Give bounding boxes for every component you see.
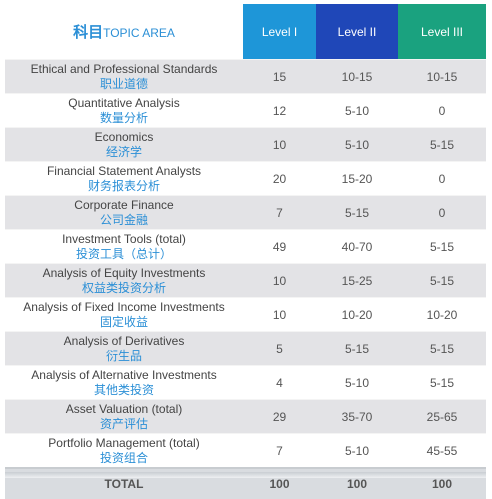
topic-name-zh: 数量分析	[99, 111, 148, 125]
topic-name-zh: 职业道德	[99, 77, 148, 91]
level-3-weight: 5-15	[398, 127, 486, 161]
topic-cell: Ethical and Professional Standards 职业道德	[5, 59, 243, 93]
table-row: Analysis of Derivatives 衍生品 5 5-15 5-15	[5, 331, 486, 365]
level-1-weight: 10	[243, 297, 316, 331]
topic-cell: Analysis of Equity Investments 权益类投资分析	[5, 263, 243, 297]
level-1-weight: 29	[243, 399, 316, 433]
level-1-weight: 4	[243, 365, 316, 399]
table-row: Analysis of Equity Investments 权益类投资分析 10 1…	[5, 263, 486, 297]
level-1-header: Level I	[243, 4, 316, 59]
level-3-weight: 0	[398, 93, 486, 127]
level-2-weight: 5-10	[316, 127, 398, 161]
level-1-weight: 20	[243, 161, 316, 195]
topic-cell: Asset Valuation (total) 资产评估	[5, 399, 243, 433]
topic-name-zh: 经济学	[105, 145, 142, 159]
level-1-weight: 10	[243, 263, 316, 297]
level-2-weight: 5-10	[316, 365, 398, 399]
level-3-weight: 25-65	[398, 399, 486, 433]
topic-name-zh: 其他类投资	[93, 383, 154, 397]
level-3-weight: 10-15	[398, 59, 486, 93]
level-3-weight: 0	[398, 161, 486, 195]
level-2-weight: 40-70	[316, 229, 398, 263]
topic-area-header-en: TOPIC AREA	[103, 26, 175, 40]
table-row: Corporate Finance 公司金融 7 5-15 0	[5, 195, 486, 229]
level-2-weight: 15-25	[316, 263, 398, 297]
topic-name-en: Financial Statement Analysts	[46, 164, 202, 178]
level-2-weight: 5-10	[316, 433, 398, 467]
level-2-weight: 5-15	[316, 331, 398, 365]
table-row: Ethical and Professional Standards 职业道德 15…	[5, 59, 486, 93]
level-1-weight: 15	[243, 59, 316, 93]
topic-cell: Analysis of Fixed Income Investments 固定收益	[5, 297, 243, 331]
topic-name-en: Quantitative Analysis	[68, 96, 180, 110]
table-row: Quantitative Analysis 数量分析 12 5-10 0	[5, 93, 486, 127]
topic-name-zh: 衍生品	[105, 349, 142, 363]
topic-cell: Analysis of Derivatives 衍生品	[5, 331, 243, 365]
topic-name-zh: 投资工具（总计）	[75, 247, 172, 261]
topic-name-en: Asset Valuation (total)	[65, 402, 183, 416]
topic-cell: Quantitative Analysis 数量分析	[5, 93, 243, 127]
topic-cell: Analysis of Alternative Investments 其他类投资	[5, 365, 243, 399]
level-1-weight: 10	[243, 127, 316, 161]
table-row: Portfolio Management (total) 投资组合 7 5-10 45-…	[5, 433, 486, 467]
page: 科目TOPIC AREA Level I Level II Level III …	[5, 4, 486, 499]
topic-name-en: Corporate Finance	[74, 198, 174, 212]
table-row: Analysis of Alternative Investments 其他类投资…	[5, 365, 486, 399]
topic-name-zh: 投资组合	[99, 451, 148, 465]
topic-name-en: Analysis of Equity Investments	[42, 266, 206, 280]
topic-weight-table: 科目TOPIC AREA Level I Level II Level III …	[5, 4, 486, 499]
level-3-weight: 45-55	[398, 433, 486, 467]
topic-cell: Financial Statement Analysts 财务报表分析	[5, 161, 243, 195]
level-3-weight: 10-20	[398, 297, 486, 331]
table-row: Economics 经济学 10 5-10 5-15	[5, 127, 486, 161]
level-3-weight: 5-15	[398, 263, 486, 297]
topic-cell: Portfolio Management (total) 投资组合	[5, 433, 243, 467]
level-1-weight: 49	[243, 229, 316, 263]
level-1-weight: 7	[243, 433, 316, 467]
topic-area-header-zh: 科目	[73, 23, 104, 41]
level-1-weight: 12	[243, 93, 316, 127]
table-row: Analysis of Fixed Income Investments 固定收益…	[5, 297, 486, 331]
level-3-weight: 5-15	[398, 365, 486, 399]
topic-cell: Economics 经济学	[5, 127, 243, 161]
level-3-weight: 5-15	[398, 331, 486, 365]
level-2-weight: 5-10	[316, 93, 398, 127]
table-row: Asset Valuation (total) 资产评估 29 35-70 25-65	[5, 399, 486, 433]
topic-name-en: Analysis of Fixed Income Investments	[23, 300, 225, 314]
table-body: Ethical and Professional Standards 职业道德 15…	[5, 59, 486, 467]
level-2-weight: 10-15	[316, 59, 398, 93]
topic-name-zh: 权益类投资分析	[81, 281, 166, 295]
topic-cell: Investment Tools (total) 投资工具（总计）	[5, 229, 243, 263]
table-bottom-shadow	[5, 472, 486, 478]
topic-name-en: Investment Tools (total)	[62, 232, 186, 246]
topic-name-en: Analysis of Alternative Investments	[31, 368, 217, 382]
topic-name-zh: 公司金融	[99, 213, 148, 227]
table-header-row: 科目TOPIC AREA Level I Level II Level III	[5, 4, 486, 59]
table-row: Investment Tools (total) 投资工具（总计） 49 40-70 5…	[5, 229, 486, 263]
level-3-weight: 0	[398, 195, 486, 229]
topic-cell: Corporate Finance 公司金融	[5, 195, 243, 229]
topic-name-en: Analysis of Derivatives	[63, 334, 185, 348]
level-2-weight: 15-20	[316, 161, 398, 195]
level-2-header: Level II	[316, 4, 398, 59]
level-3-header: Level III	[398, 4, 486, 59]
topic-name-en: Portfolio Management (total)	[48, 436, 200, 450]
level-3-weight: 5-15	[398, 229, 486, 263]
level-2-weight: 10-20	[316, 297, 398, 331]
level-2-weight: 35-70	[316, 399, 398, 433]
topic-name-zh: 资产评估	[99, 417, 148, 431]
topic-name-zh: 固定收益	[99, 315, 148, 329]
topic-name-en: Ethical and Professional Standards	[30, 62, 218, 76]
table-row: Financial Statement Analysts 财务报表分析 20 15-2…	[5, 161, 486, 195]
level-1-weight: 5	[243, 331, 316, 365]
topic-name-zh: 财务报表分析	[87, 179, 160, 193]
level-2-weight: 5-15	[316, 195, 398, 229]
level-1-weight: 7	[243, 195, 316, 229]
topic-area-header: 科目TOPIC AREA	[5, 4, 243, 59]
topic-name-en: Economics	[94, 130, 154, 144]
